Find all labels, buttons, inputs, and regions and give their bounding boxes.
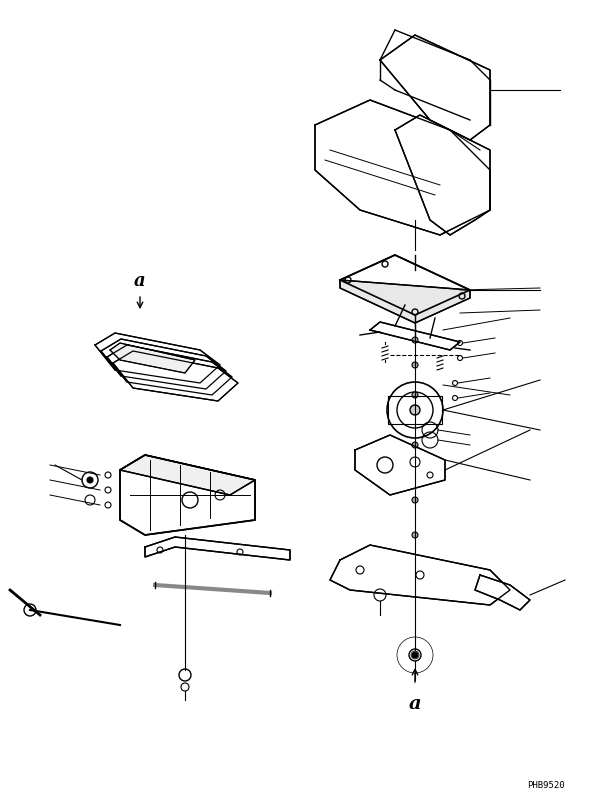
- Circle shape: [87, 477, 93, 483]
- Text: a: a: [134, 272, 146, 290]
- Circle shape: [412, 532, 418, 538]
- Circle shape: [412, 337, 418, 343]
- Circle shape: [412, 652, 418, 658]
- Polygon shape: [370, 322, 460, 350]
- Polygon shape: [330, 545, 510, 605]
- Polygon shape: [95, 333, 220, 383]
- Polygon shape: [355, 435, 445, 495]
- Text: a: a: [409, 695, 421, 713]
- Polygon shape: [315, 100, 490, 235]
- Circle shape: [24, 604, 36, 616]
- Polygon shape: [475, 575, 530, 610]
- Circle shape: [412, 392, 418, 398]
- Polygon shape: [380, 35, 490, 140]
- Circle shape: [412, 497, 418, 503]
- Polygon shape: [145, 537, 290, 560]
- Polygon shape: [340, 280, 470, 323]
- Circle shape: [410, 405, 420, 415]
- Polygon shape: [120, 455, 255, 495]
- Text: PHB9520: PHB9520: [527, 781, 565, 790]
- Polygon shape: [120, 455, 255, 535]
- Polygon shape: [110, 343, 195, 373]
- Polygon shape: [395, 115, 490, 235]
- Polygon shape: [107, 345, 232, 395]
- Polygon shape: [113, 351, 238, 401]
- Polygon shape: [340, 255, 470, 315]
- Circle shape: [412, 442, 418, 448]
- Polygon shape: [101, 339, 226, 389]
- Circle shape: [412, 362, 418, 368]
